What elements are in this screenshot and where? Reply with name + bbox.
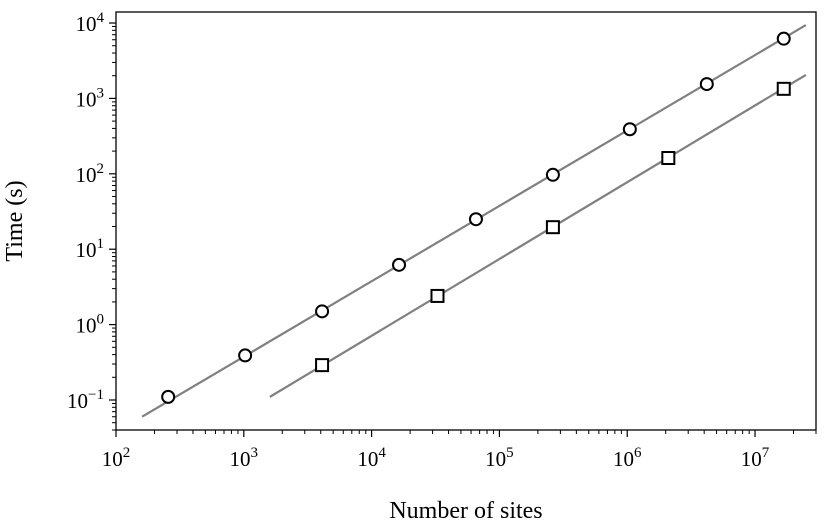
y-tick-label: 100 <box>76 312 105 338</box>
fit-line-2 <box>269 73 807 398</box>
data-markers <box>161 31 791 404</box>
square-marker <box>315 358 330 373</box>
x-tick-label: 105 <box>485 445 514 471</box>
x-tick-label: 106 <box>613 445 642 471</box>
circle-marker <box>161 389 176 404</box>
circle-marker <box>238 348 253 363</box>
circle-marker <box>622 122 637 137</box>
square-marker <box>430 288 445 303</box>
y-tick-label: 10−1 <box>67 387 104 413</box>
y-axis-title: Time (s) <box>2 180 28 261</box>
axis-ticks: 102 103 104 105 106 107 10−1 100 101 102 103 104 <box>67 10 817 471</box>
x-tick-label: 104 <box>357 445 386 471</box>
square-marker <box>776 81 791 96</box>
circle-marker <box>392 257 407 272</box>
x-tick-label: 107 <box>741 445 770 471</box>
y-tick-label: 102 <box>76 161 105 187</box>
circle-marker <box>468 212 483 227</box>
x-tick-label: 103 <box>230 445 259 471</box>
square-marker <box>545 220 560 235</box>
circle-marker <box>545 167 560 182</box>
circle-marker <box>776 31 791 46</box>
circle-marker <box>699 77 714 92</box>
y-tick-label: 104 <box>76 10 105 36</box>
y-tick-label: 101 <box>76 236 105 262</box>
x-axis-title: Number of sites <box>389 498 542 524</box>
plot-frame <box>115 11 817 431</box>
x-tick-label: 102 <box>102 445 131 471</box>
square-marker <box>661 151 676 166</box>
y-tick-label: 103 <box>76 85 105 111</box>
circle-marker <box>315 304 330 319</box>
